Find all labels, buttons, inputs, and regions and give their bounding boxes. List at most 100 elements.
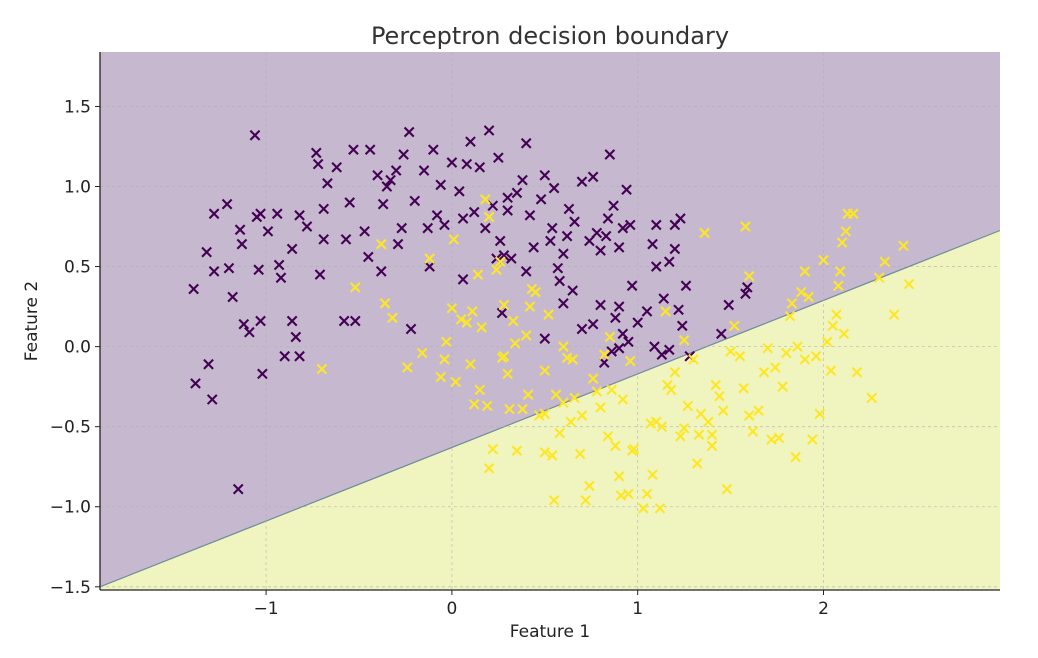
class1-point [725,346,736,357]
class1-point [498,350,510,362]
class0-point [595,245,606,256]
class0-point [613,301,625,312]
class1-point [524,301,536,312]
class1-point [691,458,703,469]
class1-point [448,233,460,245]
class0-point [554,275,566,287]
class0-point [314,269,326,280]
class1-point [682,400,694,412]
class0-point [359,225,370,237]
class1-point [903,278,915,290]
class1-point [847,208,859,220]
class1-point [786,298,798,309]
class1-point [780,347,792,359]
class1-point [465,358,476,370]
class1-point [866,392,878,404]
class1-point [439,354,450,365]
class1-point [517,403,528,415]
class1-point [379,298,391,309]
class0-point [435,179,447,191]
y-tick-label: −1.0 [50,498,91,518]
class1-point [584,480,595,492]
class1-point [647,469,658,481]
class0-point [552,262,564,274]
class1-point [777,381,788,392]
class0-point [528,242,539,253]
class1-point [654,502,666,514]
class0-point [584,235,595,247]
class1-point [424,253,435,264]
class1-point [522,389,534,400]
y-tick-label: 0.5 [64,258,91,278]
class1-point [387,312,398,324]
class0-point [203,358,214,370]
class0-point [396,222,408,234]
class1-point [827,320,839,332]
class0-point [439,219,450,231]
class1-point [675,430,686,442]
class0-point [294,350,305,362]
class0-point [312,158,324,170]
class1-point [758,366,770,378]
class1-point [637,502,649,514]
class1-point [511,445,523,457]
class1-point [580,494,592,506]
class0-point [715,328,727,340]
class1-point [520,330,532,341]
y-axis-label: Feature 2 [22,281,42,361]
class1-point [416,347,428,359]
class0-point [255,315,266,327]
class1-point [507,315,519,327]
class1-point [851,366,863,378]
class1-point [769,362,781,373]
class0-point [457,213,469,224]
class0-point [558,248,569,260]
class0-point [496,307,508,319]
class1-point [476,322,487,333]
class0-point [249,129,261,141]
class0-point [676,320,688,332]
class1-point [762,342,774,354]
class1-point [481,400,493,412]
class1-point [498,299,510,311]
class0-point [567,285,579,296]
class0-point [273,259,285,271]
class1-point [474,384,486,396]
class0-point [446,157,458,168]
class1-point [546,450,558,461]
class0-point [598,357,610,368]
class1-point [738,382,749,394]
class1-point [743,270,755,282]
class1-point [747,426,759,437]
class0-point [520,266,532,277]
class0-point [398,149,409,160]
class0-point [535,193,547,205]
class1-point [435,371,447,383]
class0-point [563,203,575,215]
class0-point [617,222,629,234]
class1-point [702,416,714,428]
class1-point [831,309,842,320]
class0-point [190,378,201,389]
plot-area: −1 0 1 2 −1.5 −1.0 −0.5 0.0 0.5 1.0 1.5 [50,52,1001,619]
class0-point [403,126,415,138]
class0-point [656,349,668,360]
class1-point [656,421,668,433]
class1-point [695,408,707,420]
class0-point [253,264,265,276]
class0-point [381,181,393,192]
class0-point [517,174,528,186]
class0-point [262,225,274,237]
class1-point [613,470,625,482]
class1-point [624,355,636,367]
class1-region [100,230,1000,590]
class0-point [680,280,692,292]
class1-point [623,488,634,500]
class0-point [422,222,434,234]
class0-point [208,208,220,220]
x-axis-label: Feature 1 [510,622,590,642]
class0-point [255,208,266,220]
class1-point [440,336,452,348]
class1-point [795,286,807,298]
class0-point [520,137,532,149]
